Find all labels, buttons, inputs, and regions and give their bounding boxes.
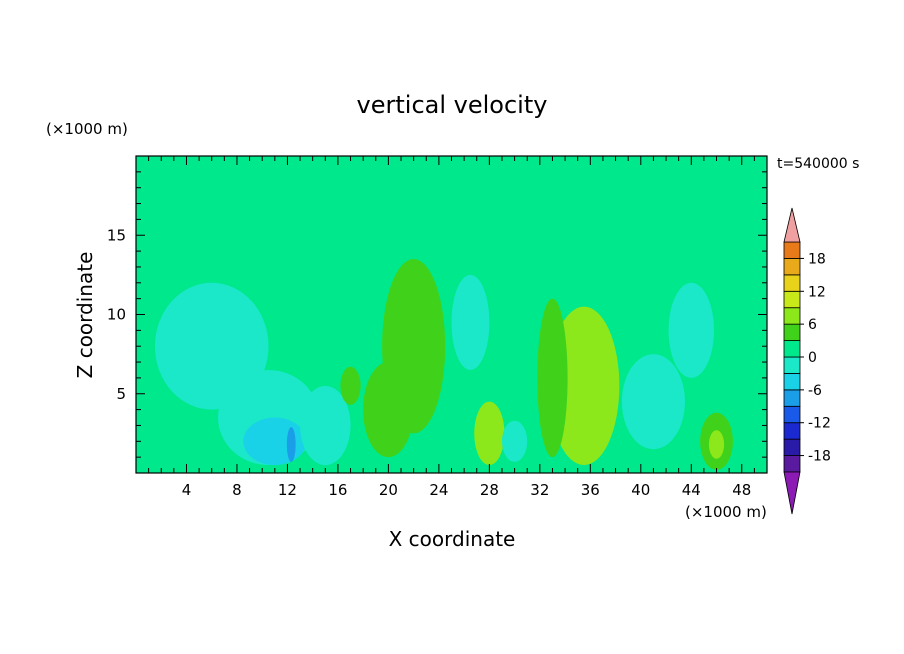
- colorbar-box: [783, 405, 801, 424]
- colorbar-box: [783, 241, 801, 259]
- x-tick-label: 4: [182, 481, 192, 499]
- contour-region: [300, 385, 351, 466]
- contour-region: [537, 298, 568, 458]
- contour-region: [286, 427, 296, 462]
- colorbar-min-triangle: [783, 471, 801, 515]
- colorbar-tick-label: 6: [808, 317, 817, 333]
- x-tick-label: 16: [328, 481, 347, 499]
- contour-region: [363, 362, 414, 458]
- time-label: t=540000 s: [777, 156, 859, 172]
- y-axis-label: Z coordinate: [73, 252, 97, 379]
- colorbar-tick-label: 18: [808, 251, 826, 267]
- chart-title: vertical velocity: [357, 91, 548, 119]
- contour-region: [566, 354, 602, 434]
- colorbar-box: [783, 455, 801, 473]
- x-tick-label: 20: [379, 481, 398, 499]
- x-tick-label: 48: [732, 481, 751, 499]
- colorbar-box: [783, 389, 801, 407]
- colorbar-box: [783, 340, 801, 358]
- y-tick-labels: 5 10 15: [107, 226, 126, 403]
- colorbar-box: [783, 290, 801, 309]
- y-unit-label: (×1000 m): [46, 120, 128, 138]
- x-unit-label: (×1000 m): [685, 503, 767, 521]
- contour-region: [621, 354, 685, 450]
- contour-field: [136, 156, 767, 473]
- colorbar-box: [783, 323, 801, 341]
- x-axis-label: X coordinate: [389, 527, 516, 551]
- contour-region: [708, 430, 725, 459]
- x-tick-label: 36: [581, 481, 600, 499]
- x-tick-labels: 4 8 12 16 20 24 28 32 36 40 44 48: [182, 481, 752, 499]
- colorbar-tick-label: 12: [808, 284, 826, 300]
- contour-region: [481, 420, 497, 453]
- colorbar-box: [783, 274, 801, 292]
- contour-region: [243, 417, 307, 466]
- colorbar-tick-label: -6: [808, 383, 822, 399]
- x-tick-label: 44: [682, 481, 701, 499]
- contour-region: [501, 420, 528, 462]
- colorbar-box: [783, 438, 801, 456]
- colorbar-box: [783, 373, 801, 391]
- colorbar-max-triangle: [783, 207, 801, 243]
- x-tick-label: 8: [232, 481, 242, 499]
- y-tick-label: 15: [107, 226, 126, 244]
- x-tick-label: 28: [480, 481, 499, 499]
- x-tick-label: 32: [530, 481, 549, 499]
- x-tick-label: 24: [429, 481, 448, 499]
- colorbar-labels: 18 12 6 0 -6 -12 -18: [800, 251, 831, 465]
- colorbar-tick-label: -18: [808, 449, 831, 465]
- colorbar-box: [783, 307, 801, 325]
- x-tick-label: 12: [278, 481, 297, 499]
- colorbar-tick-label: 0: [808, 350, 817, 366]
- contour-region: [340, 366, 361, 405]
- colorbar-box: [783, 356, 801, 374]
- axis-ticks: [136, 156, 767, 473]
- contour-region: [451, 274, 490, 370]
- y-tick-label: 5: [116, 385, 126, 403]
- y-tick-label: 10: [107, 306, 126, 324]
- colorbar-tick-label: -12: [808, 416, 831, 432]
- colorbar: [783, 207, 801, 515]
- colorbar-box: [783, 422, 801, 440]
- contour-region: [154, 282, 269, 410]
- contour-region: [207, 208, 254, 247]
- contour-region: [668, 282, 714, 378]
- x-tick-label: 40: [631, 481, 650, 499]
- colorbar-box: [783, 258, 801, 276]
